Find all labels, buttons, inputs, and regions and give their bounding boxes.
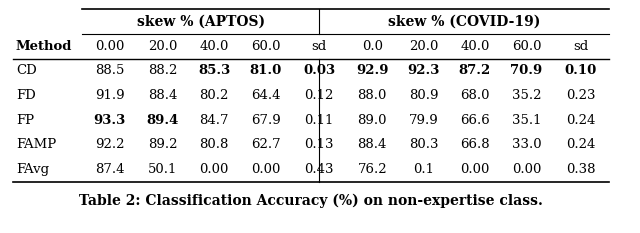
Text: 89.4: 89.4 — [147, 114, 179, 127]
Text: 79.9: 79.9 — [408, 114, 438, 127]
Text: 93.3: 93.3 — [93, 114, 126, 127]
Text: 88.4: 88.4 — [358, 138, 387, 151]
Text: 88.2: 88.2 — [148, 64, 177, 77]
Text: 0.38: 0.38 — [566, 163, 595, 176]
Text: skew % (APTOS): skew % (APTOS) — [137, 15, 265, 29]
Text: sd: sd — [573, 40, 588, 53]
Text: 87.4: 87.4 — [95, 163, 124, 176]
Text: 0.00: 0.00 — [512, 163, 541, 176]
Text: Method: Method — [16, 40, 72, 53]
Text: 0.43: 0.43 — [305, 163, 334, 176]
Text: 84.7: 84.7 — [200, 114, 229, 127]
Text: 0.00: 0.00 — [95, 40, 124, 53]
Text: 67.9: 67.9 — [251, 114, 281, 127]
Text: 80.3: 80.3 — [409, 138, 438, 151]
Text: 60.0: 60.0 — [251, 40, 280, 53]
Text: 88.4: 88.4 — [148, 89, 177, 102]
Text: 81.0: 81.0 — [250, 64, 282, 77]
Text: FAMP: FAMP — [16, 138, 56, 151]
Text: 85.3: 85.3 — [198, 64, 230, 77]
Text: 80.2: 80.2 — [200, 89, 229, 102]
Text: 0.11: 0.11 — [305, 114, 334, 127]
Text: 0.0: 0.0 — [362, 40, 383, 53]
Text: 66.8: 66.8 — [460, 138, 490, 151]
Text: 0.00: 0.00 — [200, 163, 229, 176]
Text: sd: sd — [312, 40, 327, 53]
Text: 40.0: 40.0 — [200, 40, 229, 53]
Text: 64.4: 64.4 — [251, 89, 280, 102]
Text: 80.9: 80.9 — [409, 89, 438, 102]
Text: 0.00: 0.00 — [251, 163, 280, 176]
Text: 60.0: 60.0 — [512, 40, 541, 53]
Text: 89.2: 89.2 — [148, 138, 177, 151]
Text: 0.13: 0.13 — [305, 138, 334, 151]
Text: 40.0: 40.0 — [460, 40, 490, 53]
Text: 66.6: 66.6 — [460, 114, 490, 127]
Text: 0.03: 0.03 — [303, 64, 335, 77]
Text: 0.23: 0.23 — [566, 89, 595, 102]
Text: 20.0: 20.0 — [409, 40, 438, 53]
Text: FD: FD — [16, 89, 36, 102]
Text: 0.1: 0.1 — [413, 163, 434, 176]
Text: 68.0: 68.0 — [460, 89, 490, 102]
Text: 92.3: 92.3 — [407, 64, 440, 77]
Text: FP: FP — [16, 114, 34, 127]
Text: 92.2: 92.2 — [95, 138, 124, 151]
Text: 87.2: 87.2 — [459, 64, 491, 77]
Text: CD: CD — [16, 64, 36, 77]
Text: 62.7: 62.7 — [251, 138, 280, 151]
Text: 0.24: 0.24 — [566, 138, 595, 151]
Text: 0.12: 0.12 — [305, 89, 334, 102]
Text: 0.00: 0.00 — [460, 163, 490, 176]
Text: skew % (COVID-19): skew % (COVID-19) — [388, 15, 540, 29]
Text: 0.10: 0.10 — [564, 64, 596, 77]
Text: 70.9: 70.9 — [510, 64, 543, 77]
Text: 76.2: 76.2 — [357, 163, 387, 176]
Text: 89.0: 89.0 — [358, 114, 387, 127]
Text: 92.9: 92.9 — [356, 64, 388, 77]
Text: 50.1: 50.1 — [148, 163, 177, 176]
Text: 88.5: 88.5 — [95, 64, 124, 77]
Text: 80.8: 80.8 — [200, 138, 229, 151]
Text: FAvg: FAvg — [16, 163, 49, 176]
Text: 20.0: 20.0 — [148, 40, 177, 53]
Text: 35.1: 35.1 — [512, 114, 541, 127]
Text: 91.9: 91.9 — [95, 89, 124, 102]
Text: 33.0: 33.0 — [512, 138, 541, 151]
Text: 35.2: 35.2 — [512, 89, 541, 102]
Text: 88.0: 88.0 — [358, 89, 387, 102]
Text: 0.24: 0.24 — [566, 114, 595, 127]
Text: Table 2: Classification Accuracy (%) on non-expertise class.: Table 2: Classification Accuracy (%) on … — [79, 193, 543, 208]
